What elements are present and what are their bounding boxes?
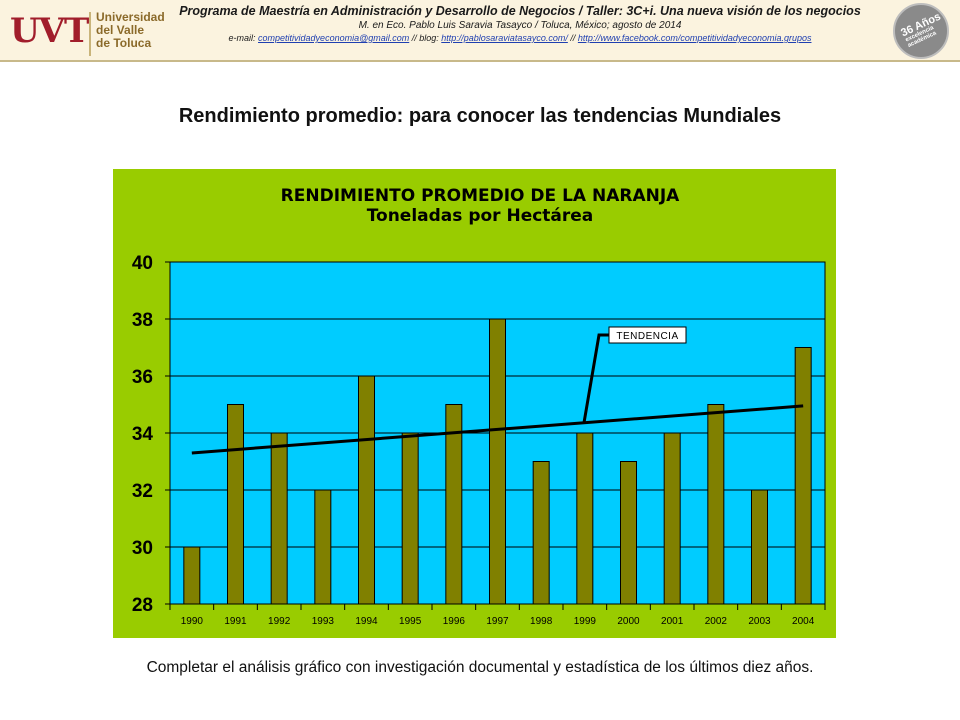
y-tick-label: 40 (132, 253, 153, 274)
anniversary-badge: 36 Años excelencia académica (893, 3, 949, 59)
x-tick-label: 1994 (355, 616, 378, 627)
footer-note: Completar el análisis gráfico con invest… (146, 659, 814, 676)
x-tick-label: 1998 (530, 616, 553, 627)
y-tick-label: 32 (132, 481, 153, 502)
x-tick-label: 1993 (312, 616, 335, 627)
email-prefix: e-mail: (228, 33, 259, 43)
page-title: Rendimiento promedio: para conocer las t… (178, 105, 782, 127)
blog-link[interactable]: http://pablosaraviatasayco.com/ (441, 33, 568, 43)
chart-title: RENDIMIENTO PROMEDIO DE LA NARANJA Tonel… (0, 186, 960, 226)
x-tick-label: 1991 (224, 616, 247, 627)
header-divider (0, 60, 960, 62)
bar-1998 (532, 461, 550, 605)
facebook-separator: // (567, 33, 578, 43)
trend-callout-label: TENDENCIA (616, 331, 678, 342)
y-tick-label: 28 (132, 595, 153, 616)
bar-1994 (358, 375, 375, 605)
chart-title-main: RENDIMIENTO PROMEDIO DE LA NARANJA (280, 186, 680, 206)
chart-subtitle: Toneladas por Hectárea (366, 206, 594, 226)
bar-1992 (270, 432, 288, 605)
program-title: Programa de Maestría en Administración y… (179, 4, 861, 18)
blog-separator: // blog: (409, 33, 442, 43)
email-link[interactable]: competitividadyeconomia@gmail.com (258, 33, 410, 43)
trend-callout-box (608, 326, 687, 344)
trend-line (191, 404, 804, 455)
x-tick-label: 1995 (399, 616, 422, 627)
y-tick-label: 34 (132, 424, 154, 445)
logo-mark: UVT (10, 11, 89, 51)
logo-divider (89, 12, 91, 56)
y-tick-label: 38 (132, 310, 153, 331)
bar-1996 (445, 404, 463, 605)
x-tick-label: 1990 (181, 616, 204, 627)
bar-2003 (751, 489, 768, 605)
bar-2001 (663, 432, 681, 605)
bar-1997 (489, 318, 506, 605)
trend-callout-leader (582, 333, 609, 424)
bar-1991 (227, 404, 244, 605)
bar-1995 (401, 432, 419, 605)
x-tick-label: 2004 (792, 616, 815, 627)
x-tick-label: 2001 (661, 616, 684, 627)
facebook-link[interactable]: http://www.facebook.com/competitividadye… (577, 33, 812, 43)
author-line: M. en Eco. Pablo Luis Saravia Tasayco / … (358, 20, 682, 31)
y-tick-label: 30 (132, 538, 153, 559)
x-tick-label: 1996 (443, 616, 466, 627)
x-tick-label: 1992 (268, 616, 291, 627)
x-tick-label: 2002 (705, 616, 728, 627)
bar-2000 (620, 461, 637, 605)
university-logo[interactable]: UVT Universidad del Valle de Toluca (4, 4, 165, 58)
x-tick-label: 2000 (617, 616, 640, 627)
bar-1999 (576, 432, 594, 605)
bar-2002 (707, 404, 725, 605)
contact-line: e-mail: competitividadyeconomia@gmail.co… (158, 32, 882, 45)
x-tick-label: 2003 (748, 616, 771, 627)
x-tick-label: 1999 (574, 616, 597, 627)
bar-1993 (314, 489, 332, 605)
y-tick-label: 36 (132, 367, 153, 388)
header-bar: UVT Universidad del Valle de Toluca Prog… (0, 0, 960, 62)
x-tick-label: 1997 (486, 616, 509, 627)
bar-1990 (183, 546, 201, 605)
header-text: Programa de Maestría en Administración y… (158, 4, 882, 45)
bar-2004 (794, 347, 812, 605)
logo-text: Universidad del Valle de Toluca (96, 10, 165, 50)
